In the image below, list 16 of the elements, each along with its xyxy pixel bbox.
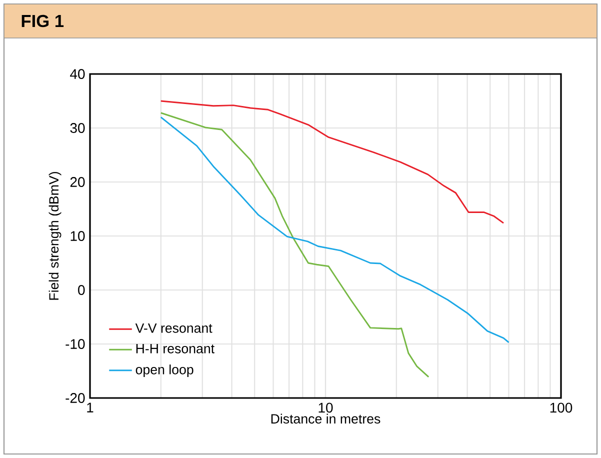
legend-label: H-H resonant — [136, 344, 214, 354]
y-tick-label: 0 — [78, 285, 85, 295]
y-tick-label: 10 — [70, 231, 85, 241]
y-tick-label: -10 — [66, 339, 85, 349]
legend-label: V-V resonant — [135, 324, 212, 333]
x-axis-title: Distance in metres — [271, 414, 380, 424]
y-tick-label: 40 — [70, 69, 85, 79]
x-tick-label: 10 — [318, 402, 333, 413]
y-tick-label: -20 — [66, 393, 85, 403]
y-axis-title: Field strength (dBmV) — [48, 172, 62, 300]
y-tick-label: 30 — [70, 123, 85, 133]
y-tick-label: 20 — [70, 177, 85, 187]
x-tick-label: 1 — [87, 402, 94, 412]
legend-label: open loop — [136, 364, 194, 377]
chart-title: FIG 1 — [22, 14, 64, 28]
x-tick-label: 100 — [550, 402, 572, 413]
